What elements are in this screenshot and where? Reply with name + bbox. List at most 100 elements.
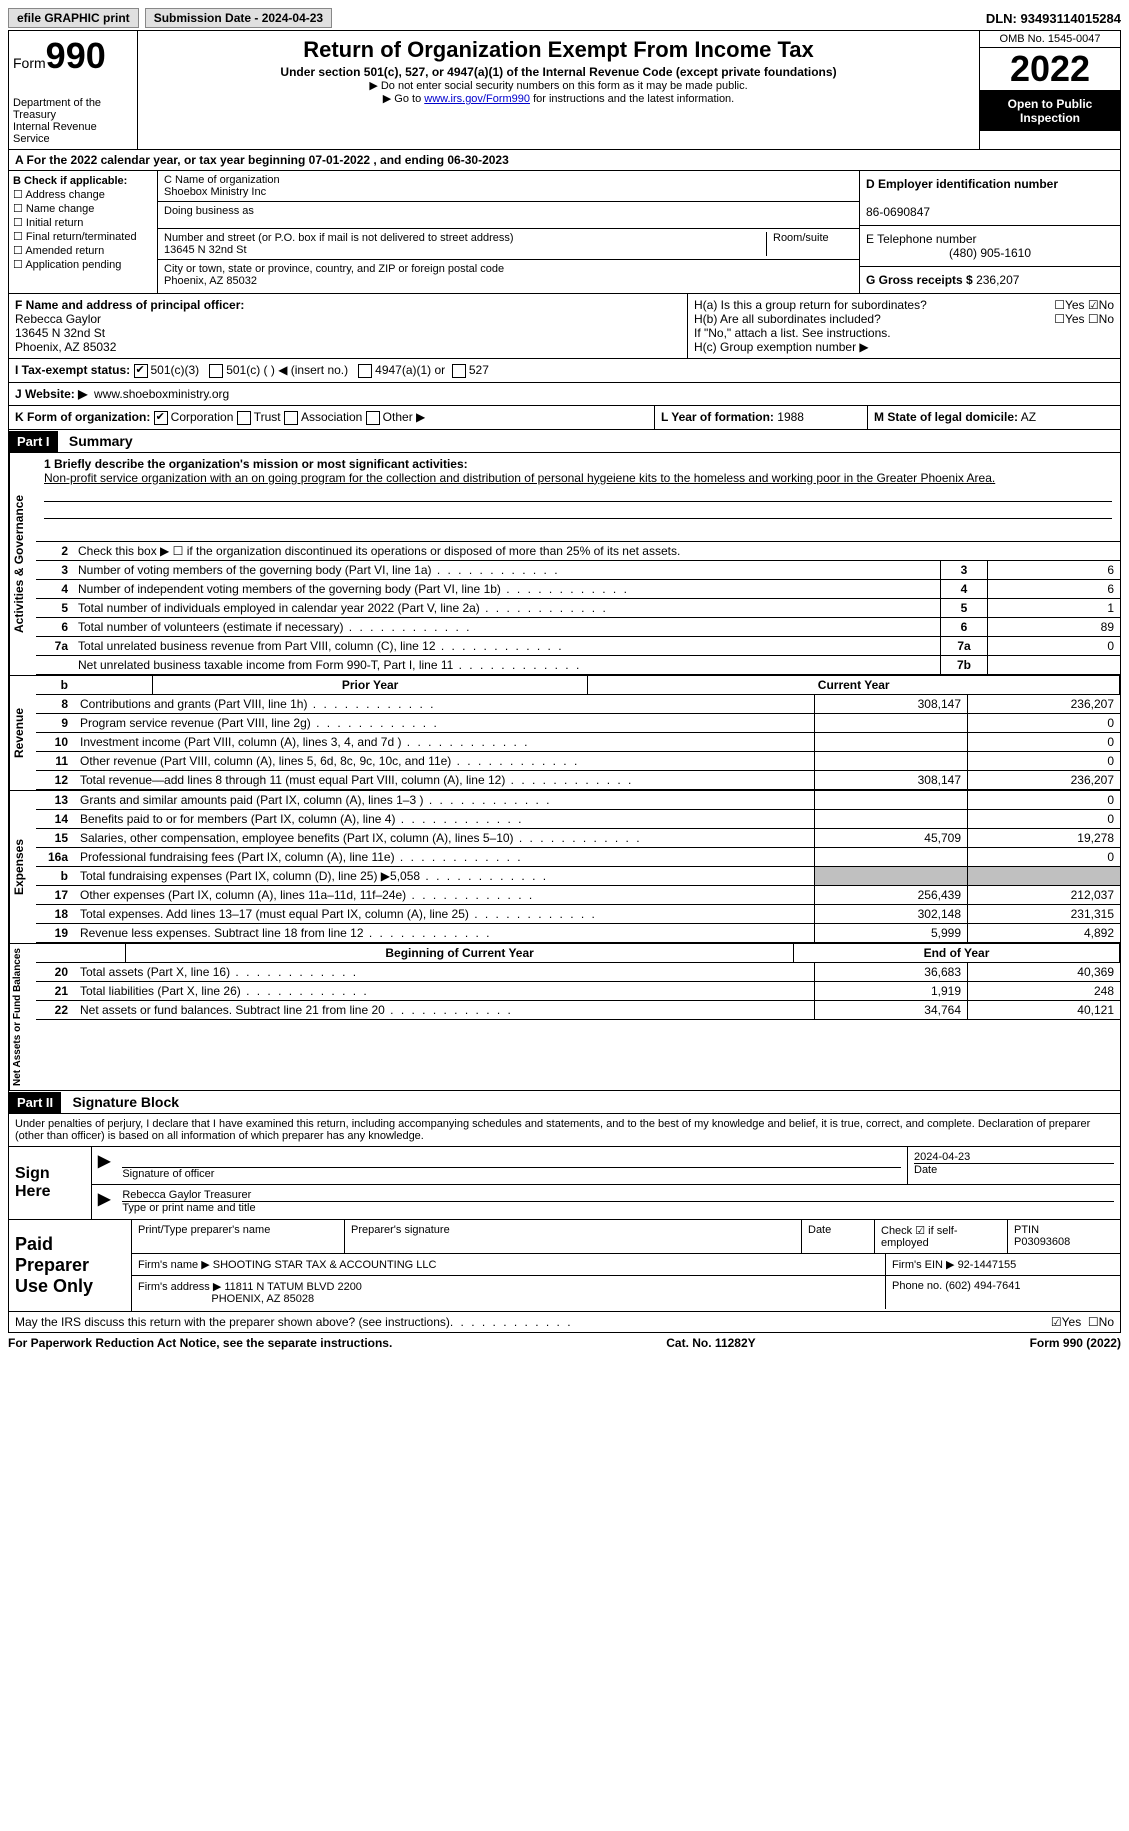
sig-date-label: Date — [914, 1164, 1114, 1176]
line-desc: Total number of volunteers (estimate if … — [72, 617, 941, 636]
line-desc: Total assets (Part X, line 16) — [74, 963, 815, 982]
officer-addr2: Phoenix, AZ 85032 — [15, 340, 116, 354]
chk-trust[interactable] — [237, 411, 251, 425]
part1-title: Summary — [61, 430, 141, 452]
line-num: 15 — [36, 828, 74, 847]
chk-other[interactable] — [366, 411, 380, 425]
line-num: 9 — [36, 713, 74, 732]
part2-header-row: Part II Signature Block — [8, 1091, 1121, 1114]
line-num: 4 — [36, 579, 72, 598]
current-value: 212,037 — [968, 885, 1121, 904]
sig-date: 2024-04-23 — [914, 1151, 1114, 1164]
chk-assoc[interactable] — [284, 411, 298, 425]
current-value: 236,207 — [968, 695, 1121, 714]
sig-officer-label: Signature of officer — [122, 1168, 901, 1180]
firm-addr1: 11811 N TATUM BLVD 2200 — [224, 1281, 362, 1293]
col-current: Current Year — [588, 676, 1120, 695]
prior-value — [815, 732, 968, 751]
line-box: 7a — [941, 636, 988, 655]
arrow-icon: ▶ — [92, 1185, 116, 1218]
current-value: 0 — [968, 791, 1121, 810]
h-b-note: If "No," attach a list. See instructions… — [694, 326, 1114, 340]
line-desc: Grants and similar amounts paid (Part IX… — [74, 791, 815, 810]
org-city: Phoenix, AZ 85032 — [164, 275, 853, 287]
prep-date-label: Date — [802, 1220, 875, 1253]
check-self-employed[interactable]: Check ☑ if self-employed — [875, 1220, 1008, 1253]
prior-value: 308,147 — [815, 695, 968, 714]
irs-link[interactable]: www.irs.gov/Form990 — [424, 93, 530, 105]
phone-value: (480) 905-1610 — [866, 246, 1114, 260]
current-value: 231,315 — [968, 904, 1121, 923]
line-desc: Investment income (Part VIII, column (A)… — [74, 732, 815, 751]
prior-value — [815, 809, 968, 828]
discuss-row: May the IRS discuss this return with the… — [8, 1312, 1121, 1333]
line-num — [36, 655, 72, 674]
firm-name: SHOOTING STAR TAX & ACCOUNTING LLC — [213, 1259, 437, 1271]
current-value: 0 — [968, 732, 1121, 751]
chk-address-change[interactable]: Address change — [13, 188, 153, 201]
line-desc: Benefits paid to or for members (Part IX… — [74, 809, 815, 828]
firm-phone: (602) 494-7641 — [945, 1280, 1020, 1292]
efile-print-button[interactable]: efile GRAPHIC print — [8, 8, 139, 28]
current-value: 248 — [968, 981, 1121, 1000]
top-bar: efile GRAPHIC print Submission Date - 20… — [8, 8, 1121, 28]
line-num: 18 — [36, 904, 74, 923]
line-num: 3 — [36, 561, 72, 580]
side-gov: Activities & Governance — [9, 453, 36, 675]
line-desc: Number of voting members of the governin… — [72, 561, 941, 580]
current-value: 19,278 — [968, 828, 1121, 847]
ein-value: 86-0690847 — [866, 205, 930, 219]
prior-value — [815, 847, 968, 866]
chk-501c[interactable] — [209, 364, 223, 378]
line-desc: Salaries, other compensation, employee b… — [74, 828, 815, 847]
chk-amended[interactable]: Amended return — [13, 244, 153, 257]
prior-value — [815, 791, 968, 810]
current-value: 4,892 — [968, 923, 1121, 942]
row-f-h: F Name and address of principal officer:… — [8, 294, 1121, 359]
line-num: 19 — [36, 923, 74, 942]
line-num: 14 — [36, 809, 74, 828]
chk-501c3[interactable] — [134, 364, 148, 378]
prior-value: 1,919 — [815, 981, 968, 1000]
line-desc: Professional fundraising fees (Part IX, … — [74, 847, 815, 866]
line-num: 21 — [36, 981, 74, 1000]
entity-block: B Check if applicable: Address change Na… — [8, 171, 1121, 294]
line-value: 6 — [988, 579, 1121, 598]
current-value: 40,369 — [968, 963, 1121, 982]
firm-ein: 92-1447155 — [958, 1259, 1017, 1271]
mission-text: Non-profit service organization with an … — [44, 471, 995, 485]
line-desc: Total fundraising expenses (Part IX, col… — [74, 866, 815, 885]
chk-app-pending[interactable]: Application pending — [13, 258, 153, 271]
gross-receipts: 236,207 — [976, 273, 1019, 287]
line-value: 1 — [988, 598, 1121, 617]
chk-final-return[interactable]: Final return/terminated — [13, 230, 153, 243]
chk-527[interactable] — [452, 364, 466, 378]
officer-addr1: 13645 N 32nd St — [15, 326, 105, 340]
h-a-label: H(a) Is this a group return for subordin… — [694, 298, 927, 312]
chk-name-change[interactable]: Name change — [13, 202, 153, 215]
line-desc: Number of independent voting members of … — [72, 579, 941, 598]
tax-year: 2022 — [980, 48, 1120, 91]
arrow-icon: ▶ — [92, 1147, 116, 1184]
sign-here-block: Sign Here ▶ Signature of officer 2024-04… — [8, 1147, 1121, 1220]
submission-date-button[interactable]: Submission Date - 2024-04-23 — [145, 8, 332, 28]
city-label: City or town, state or province, country… — [164, 263, 853, 275]
line-box: 4 — [941, 579, 988, 598]
prior-value — [815, 866, 968, 885]
form-number: Form990 — [13, 35, 133, 77]
box-b-label: B Check if applicable: — [13, 175, 127, 187]
line-desc: Other expenses (Part IX, column (A), lin… — [74, 885, 815, 904]
year-formation: 1988 — [777, 410, 804, 424]
chk-initial-return[interactable]: Initial return — [13, 216, 153, 229]
mission-label: 1 Briefly describe the organization's mi… — [44, 457, 468, 471]
chk-4947[interactable] — [358, 364, 372, 378]
col-prior: Prior Year — [152, 676, 588, 695]
prior-value: 302,148 — [815, 904, 968, 923]
gov-section: Activities & Governance 1 Briefly descri… — [8, 453, 1121, 676]
form-title: Return of Organization Exempt From Incom… — [142, 37, 975, 63]
prior-value — [815, 751, 968, 770]
line-num: 5 — [36, 598, 72, 617]
line-num: 10 — [36, 732, 74, 751]
chk-corp[interactable] — [154, 411, 168, 425]
box-c-name-label: C Name of organization — [164, 174, 853, 186]
